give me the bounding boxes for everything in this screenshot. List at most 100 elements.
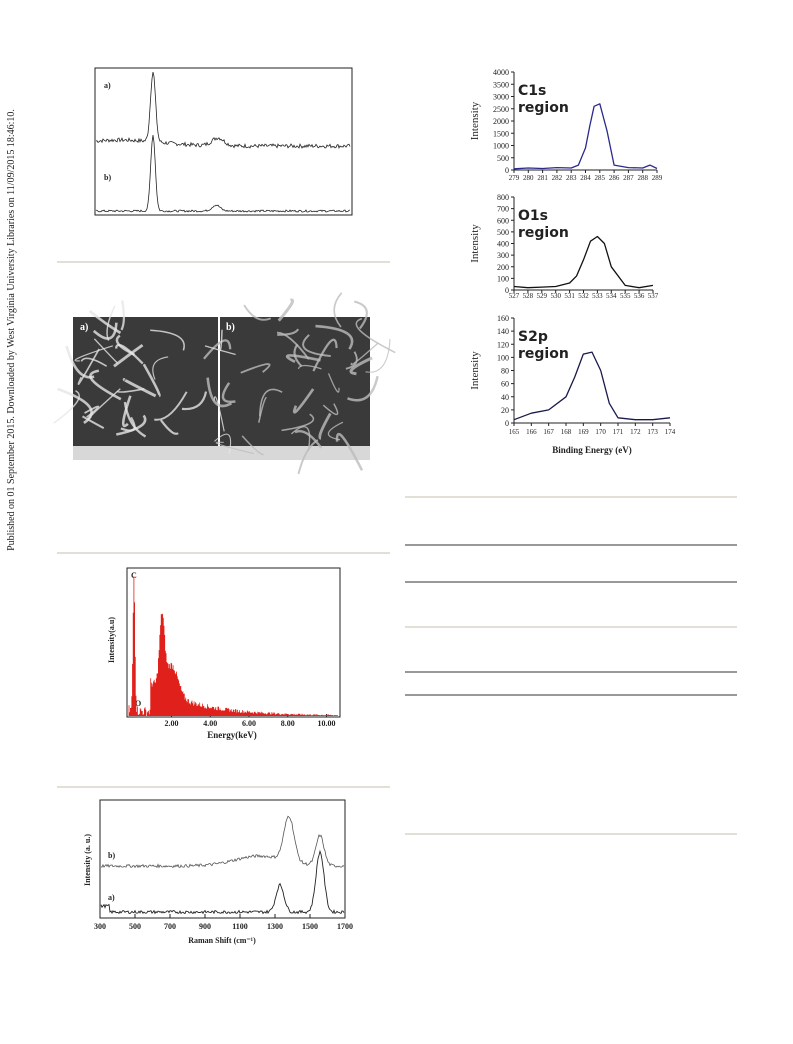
sem-fiber [159,419,179,435]
y-tick-label: 3000 [493,93,509,102]
sem-fiber [281,413,315,432]
region-label: region [518,346,569,362]
x-tick-label: 534 [606,292,617,300]
x-tick-label: 287 [623,174,634,182]
y-tick-label: 500 [497,154,509,163]
sem-fiber [345,351,358,370]
sem-fiber [181,391,208,411]
y-tick-label: 3500 [493,80,509,89]
y-tick-label: 400 [497,240,509,249]
x-tick-label: 531 [564,292,575,300]
sem-fiber [116,414,147,436]
sem-fiber [353,300,368,330]
xrd-label: b) [104,173,111,182]
x-tick-label: 6.00 [242,719,256,728]
y-tick-label: 1500 [493,129,509,138]
sem-fiber [294,430,323,449]
x-tick-label: 288 [637,174,648,182]
sem-fiber [123,401,147,438]
raman-x-label: Raman Shift (cm⁻¹) [188,936,256,945]
sem-label: b) [226,322,235,333]
sem-fiber [214,433,232,454]
sem-fiber [297,364,322,370]
sem-fiber [241,435,264,456]
x-tick-label: 282 [552,174,563,182]
x-tick-label: 10.00 [317,719,335,728]
sem-fiber [88,309,122,335]
x-tick-label: 279 [509,174,520,182]
x-tick-label: 281 [537,174,548,182]
y-tick-label: 1000 [493,142,509,151]
sem-fiber [115,343,144,365]
sem-fiber [297,439,319,475]
y-tick-label: 100 [497,274,509,283]
edx-y-label: Intensity(a.u) [107,617,116,663]
sem-fiber [292,388,315,414]
sem-label: a) [80,322,88,333]
x-tick-label: 529 [537,292,548,300]
x-tick-label: 537 [648,292,659,300]
sem-fiber [240,363,271,374]
xrd-frame [94,67,353,216]
y-tick-label: 60 [501,380,509,389]
x-tick-label: 1500 [302,922,318,931]
edx-peak-label: C [131,571,137,580]
y-tick-label: 40 [501,393,509,402]
x-tick-label: 4.00 [203,719,217,728]
sem-infobar [73,446,370,460]
x-tick-label: 1700 [337,922,353,931]
region-label: C1s [518,83,546,99]
y-tick-label: 0 [505,166,509,175]
x-tick-label: 300 [94,922,106,931]
region-label: region [518,225,569,241]
sem-fiber [74,345,114,362]
x-tick-label: 1100 [232,922,248,931]
sem-fiber [113,343,144,368]
y-tick-label: 20 [501,406,509,415]
sem-fiber [92,322,118,340]
sem-fiber [259,388,283,417]
sem-fiber [204,345,236,356]
region-label: O1s [518,208,548,224]
sem-fibers [53,292,396,475]
y-tick-label: 0 [505,419,509,428]
sem-fiber [290,425,311,451]
region-label: S2p [518,329,548,345]
xrd-label: a) [104,81,111,90]
sem-fiber [80,357,108,367]
sem-fiber [154,391,188,421]
sem-fiber [315,324,354,350]
sem-fiber [365,338,391,373]
raman-label: a) [108,893,115,902]
raman-curve [100,815,345,869]
sem-fiber [81,415,105,429]
sem-fiber [285,354,321,364]
sem-fiber [77,348,100,385]
x-tick-label: 170 [595,428,606,436]
x-tick-label: 289 [652,174,663,182]
y-tick-label: 0 [505,286,509,295]
y-tick-label: 600 [497,216,509,225]
sem-fiber [93,338,119,364]
y-tick-label: 100 [497,353,509,362]
sem-fiber [122,395,132,428]
sem-fiber [322,403,339,416]
x-tick-label: 8.00 [281,719,295,728]
sem-fiber [277,298,295,322]
sem-fiber [312,338,338,372]
x-tick-label: 533 [592,292,603,300]
sem-fiber [243,304,272,321]
sidebar: Published on 01 September 2015. Download… [6,109,17,551]
y-label: Intensity [469,224,481,263]
y-tick-label: 140 [497,327,509,336]
sem-fiber [53,390,80,424]
table-rules [405,544,737,696]
raman-label: b) [108,851,115,860]
sem-fiber [276,331,310,360]
sem-fiber [120,300,125,331]
x-tick-label: 535 [620,292,631,300]
xrd-curve [95,135,351,213]
x-tick-label: 500 [129,922,141,931]
sem-fiber [349,356,373,376]
